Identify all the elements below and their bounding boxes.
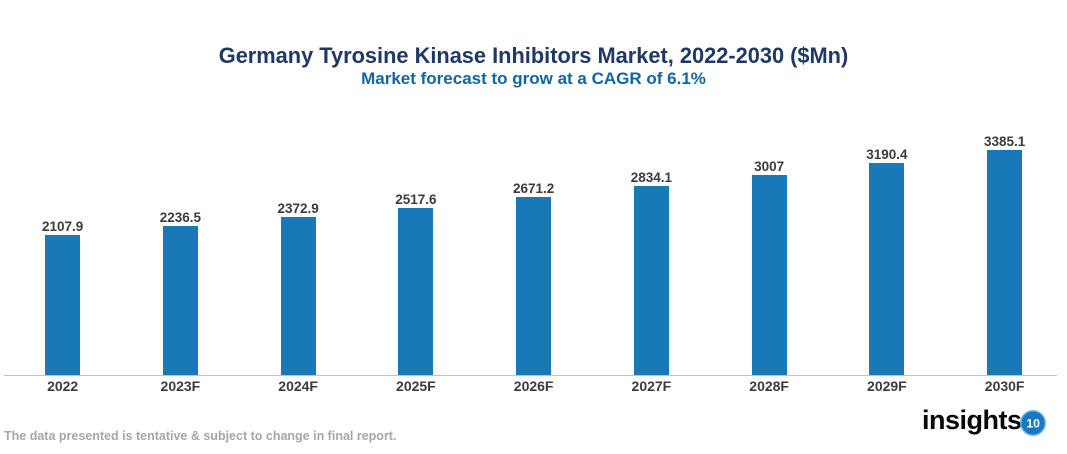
svg-text:10: 10 bbox=[1026, 417, 1040, 431]
